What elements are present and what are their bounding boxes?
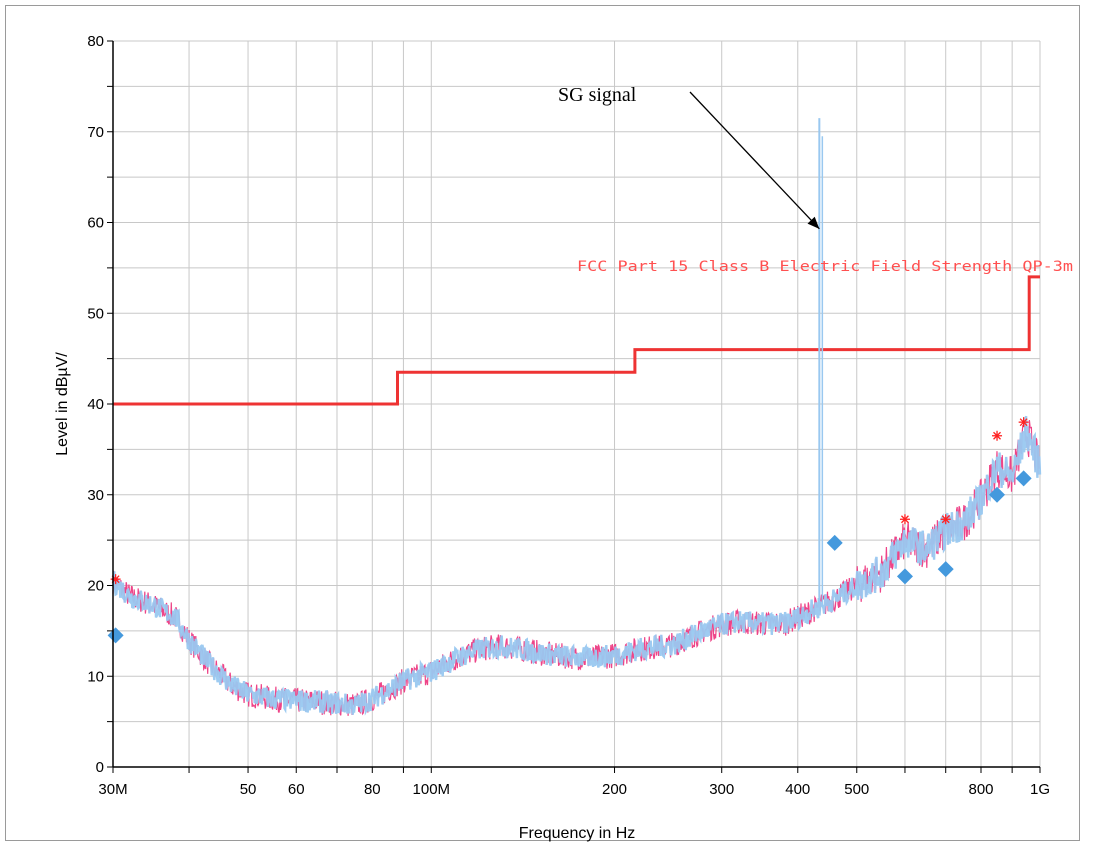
annotation-arrow-head bbox=[807, 216, 820, 229]
qp-marker bbox=[896, 568, 913, 585]
y-tick-label: 40 bbox=[87, 396, 104, 413]
qp-marker bbox=[107, 627, 124, 644]
y-tick-label: 50 bbox=[87, 305, 104, 322]
peak-marker-stroke bbox=[993, 431, 1001, 440]
peak-marker bbox=[1018, 417, 1029, 428]
y-axis-title: Level in dBµV/ bbox=[54, 352, 71, 456]
y-tick-label: 30 bbox=[87, 487, 104, 504]
y-tick-label: 10 bbox=[87, 668, 104, 685]
x-tick-label: 60 bbox=[288, 781, 305, 798]
y-tick-label: 20 bbox=[87, 578, 104, 595]
x-tick-label: 50 bbox=[240, 781, 257, 798]
average-trace bbox=[111, 415, 1042, 716]
qp-marker bbox=[826, 534, 843, 551]
x-tick-label: 100M bbox=[413, 781, 451, 798]
grid bbox=[112, 40, 1041, 768]
peak-trace bbox=[112, 419, 1041, 716]
x-tick-label: 80 bbox=[364, 781, 381, 798]
limit-line-path bbox=[113, 275, 1040, 406]
y-tick-label: 0 bbox=[96, 759, 104, 776]
x-tick-label: 300 bbox=[709, 781, 734, 798]
markers bbox=[107, 417, 1032, 644]
peak-marker bbox=[992, 430, 1003, 441]
x-tick-label: 500 bbox=[844, 781, 869, 798]
x-tick-label: 400 bbox=[785, 781, 810, 798]
y-tick-label: 70 bbox=[87, 124, 104, 141]
qp-marker bbox=[1015, 470, 1032, 487]
peak-marker bbox=[110, 574, 121, 585]
peak-marker-stroke bbox=[900, 515, 909, 524]
qp-marker bbox=[937, 561, 954, 578]
limit-line bbox=[113, 275, 1040, 406]
y-tick-label: 80 bbox=[87, 33, 104, 50]
x-tick-label: 800 bbox=[968, 781, 993, 798]
axes bbox=[107, 40, 1041, 773]
x-axis-title: Frequency in Hz bbox=[519, 825, 636, 842]
peak-marker bbox=[940, 514, 951, 525]
x-tick-label: 200 bbox=[602, 781, 627, 798]
annotation-arrow-line bbox=[689, 91, 820, 230]
x-tick-label: 1G bbox=[1030, 781, 1050, 798]
peak-marker-stroke bbox=[1019, 418, 1028, 427]
peak-marker bbox=[899, 514, 910, 525]
measurement-traces bbox=[111, 118, 1042, 716]
qp-marker bbox=[989, 486, 1006, 503]
peak-marker-stroke bbox=[941, 515, 950, 524]
x-tick-label: 30M bbox=[98, 781, 127, 798]
labels: 0 10 20 30 40 50 60 70 80 30M 50 60 80 100M 200 300 400 5… bbox=[87, 33, 1050, 798]
limit-line-label: FCC Part 15 Class B Electric Field Stren… bbox=[577, 259, 1073, 275]
y-tick-label: 60 bbox=[87, 215, 104, 232]
sg-signal-annotation: SG signal bbox=[558, 84, 637, 106]
chart-frame bbox=[5, 5, 1080, 841]
